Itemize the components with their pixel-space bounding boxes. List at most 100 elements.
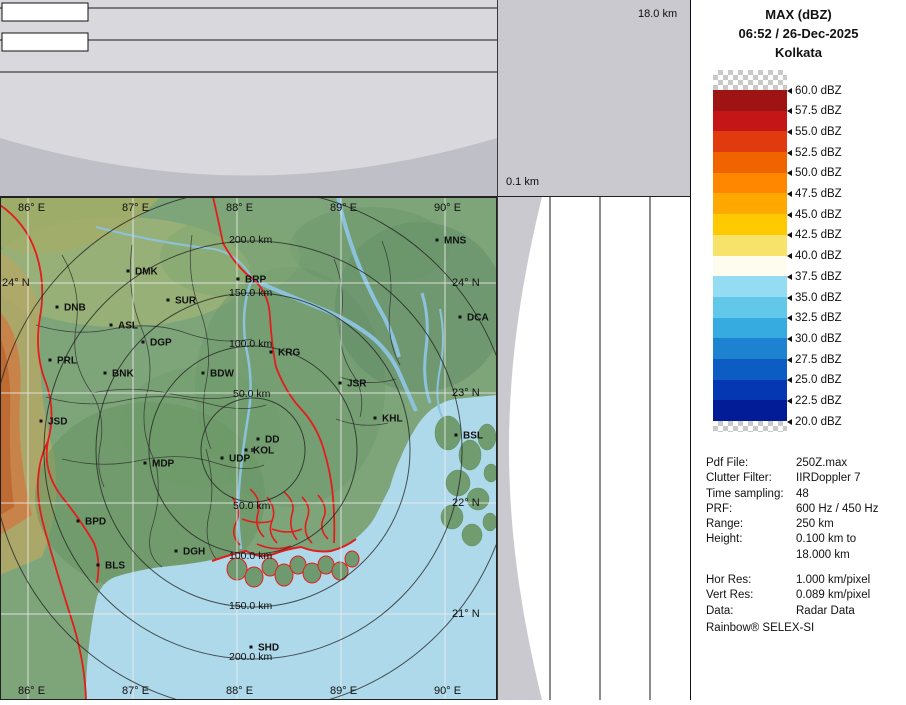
legend-label-row: 35.0 dBZ	[787, 291, 842, 304]
latitude-label: 21° N	[452, 608, 480, 620]
legend-label-row: 30.0 dBZ	[787, 332, 842, 345]
city-label: SUR	[175, 296, 197, 307]
longitude-label: 90° E	[434, 685, 461, 697]
info-row: Range:250 km	[706, 517, 901, 532]
height-max-label: 18.0 km	[638, 8, 677, 20]
legend-band	[713, 400, 787, 421]
range-ring-label: 100.0 km	[229, 550, 272, 562]
city-marker	[374, 417, 377, 420]
legend-label-row: 25.0 dBZ	[787, 374, 842, 387]
city-marker	[270, 351, 273, 354]
legend-label-row: 55.0 dBZ	[787, 125, 842, 138]
city-label: UDP	[229, 454, 250, 465]
range-ring-label: 150.0 km	[229, 287, 272, 299]
city-marker	[257, 438, 260, 441]
legend-label: 45.0 dBZ	[795, 209, 842, 221]
range-ring-label: 200.0 km	[229, 651, 272, 663]
info-value: 250 km	[796, 517, 901, 532]
city-marker	[167, 299, 170, 302]
scale-tick-icon	[787, 129, 792, 135]
longitude-label: 90° E	[434, 202, 461, 214]
range-ring-label: 200.0 km	[229, 234, 272, 246]
legend-band	[713, 276, 787, 297]
legend-band	[713, 173, 787, 194]
legend-label: 20.0 dBZ	[795, 416, 842, 428]
info-row: Hor Res:1.000 km/pixel	[706, 573, 901, 588]
ew-profile-panel	[497, 197, 690, 700]
vertical-profile-panel	[0, 0, 497, 197]
scale-tick-icon	[787, 88, 792, 94]
scale-tick-icon	[787, 295, 792, 301]
latitude-label: 24° N	[2, 277, 30, 289]
info-label: PRF:	[706, 502, 796, 517]
info-row: Vert Res:0.089 km/pixel	[706, 588, 901, 603]
city-label: DMK	[135, 267, 159, 278]
legend-label: 57.5 dBZ	[795, 105, 842, 117]
legend-label-row: 45.0 dBZ	[787, 208, 842, 221]
legend-label: 22.5 dBZ	[795, 395, 842, 407]
range-ring-label: 100.0 km	[229, 338, 272, 350]
scale-tick-icon	[787, 212, 792, 218]
city-marker	[97, 564, 100, 567]
range-ring-label: 50.0 km	[233, 388, 271, 400]
radar-map[interactable]: MNSDMKBRPSURDNBASLDGPKRGDCAPRLBNKBDWJSRJ…	[0, 197, 497, 700]
legend-checker	[713, 70, 787, 90]
scale-tick-icon	[787, 170, 792, 176]
city-marker	[127, 270, 130, 273]
city-marker	[237, 278, 240, 281]
legend-label: 52.5 dBZ	[795, 147, 842, 159]
legend-label-row: 50.0 dBZ	[787, 167, 842, 180]
map-canvas[interactable]: MNSDMKBRPSURDNBASLDGPKRGDCAPRLBNKBDWJSRJ…	[0, 197, 497, 700]
longitude-label: 89° E	[330, 685, 357, 697]
legend-label: 40.0 dBZ	[795, 250, 842, 262]
legend-label: 42.5 dBZ	[795, 229, 842, 241]
city-marker	[104, 372, 107, 375]
legend-label-row: 40.0 dBZ	[787, 250, 842, 263]
longitude-label: 88° E	[226, 685, 253, 697]
legend-label-row: 52.5 dBZ	[787, 146, 842, 159]
legend-label-row: 37.5 dBZ	[787, 270, 842, 283]
longitude-label: 87° E	[122, 202, 149, 214]
legend-panel: MAX (dBZ) 06:52 / 26-Dec-2025 Kolkata 60…	[690, 0, 906, 700]
city-label: BLS	[105, 561, 125, 572]
legend-band	[713, 297, 787, 318]
info-row: 18.000 km	[706, 548, 901, 563]
longitude-label: 87° E	[122, 685, 149, 697]
city-label: BNK	[112, 369, 134, 380]
info-label: Hor Res:	[706, 573, 796, 588]
city-marker	[245, 449, 248, 452]
legend-label-row: 22.5 dBZ	[787, 395, 842, 408]
radar-app-window: { "header": {"product":"MAX (dBZ)","date…	[0, 0, 906, 700]
city-marker	[49, 359, 52, 362]
scale-tick-icon	[787, 232, 792, 238]
legend-label-row: 27.5 dBZ	[787, 353, 842, 366]
legend-label-row: 20.0 dBZ	[787, 415, 842, 428]
city-marker	[455, 434, 458, 437]
city-label: JSD	[48, 417, 67, 428]
legend-label-row: 32.5 dBZ	[787, 312, 842, 325]
range-ring-label: 50.0 km	[233, 500, 271, 512]
city-marker	[202, 372, 205, 375]
city-label: DD	[265, 435, 279, 446]
legend-label: 60.0 dBZ	[795, 85, 842, 97]
legend-band	[713, 193, 787, 214]
latitude-label: 23° N	[452, 387, 480, 399]
city-marker	[56, 306, 59, 309]
latitude-label: 24° N	[452, 277, 480, 289]
city-marker	[436, 239, 439, 242]
scale-tick-icon	[787, 419, 792, 425]
city-marker	[221, 457, 224, 460]
city-label: BDW	[210, 369, 234, 380]
profile-axis-box	[2, 3, 88, 21]
scale-tick-icon	[787, 253, 792, 259]
legend-label-row: 57.5 dBZ	[787, 105, 842, 118]
legend-label: 47.5 dBZ	[795, 188, 842, 200]
legend-color-bar	[713, 70, 787, 432]
scale-tick-icon	[787, 274, 792, 280]
city-marker	[175, 550, 178, 553]
legend-label: 27.5 dBZ	[795, 354, 842, 366]
info-label: Time sampling:	[706, 487, 796, 502]
profile-axis-box	[2, 33, 88, 51]
city-label: DGP	[150, 338, 172, 349]
longitude-label: 88° E	[226, 202, 253, 214]
